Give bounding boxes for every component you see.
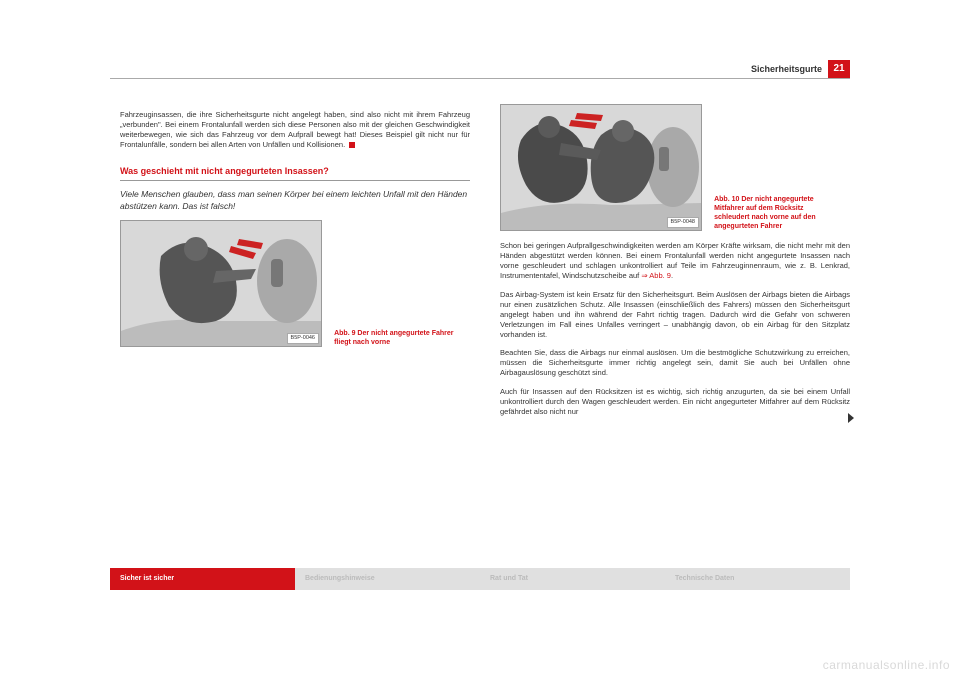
figure-9-image: B5P-0046 bbox=[120, 220, 322, 347]
header-rule bbox=[110, 78, 850, 79]
header-section-title: Sicherheitsgurte bbox=[751, 64, 822, 74]
figure-10: B5P-0048 Abb. 10 Der nicht angegurtete M… bbox=[500, 104, 850, 231]
watermark: carmanualsonline.info bbox=[823, 658, 950, 672]
intro-text: Fahrzeuginsassen, die ihre Sicherheitsgu… bbox=[120, 110, 470, 149]
right-para-1a: Schon bei geringen Aufprallgeschwindigke… bbox=[500, 241, 850, 280]
figure-10-caption: Abb. 10 Der nicht angegurtete Mitfahrer … bbox=[714, 195, 834, 231]
footer-tab-bedienung[interactable]: Bedienungshinweise bbox=[295, 568, 480, 590]
continuation-arrow-icon bbox=[848, 413, 854, 423]
footer-tabs: Sicher ist sicher Bedienungshinweise Rat… bbox=[110, 568, 850, 590]
figure-10-image: B5P-0048 bbox=[500, 104, 702, 231]
figure-9-label: B5P-0046 bbox=[287, 333, 319, 344]
intro-paragraph: Fahrzeuginsassen, die ihre Sicherheitsgu… bbox=[120, 110, 470, 151]
right-para-3: Beachten Sie, dass die Airbags nur einma… bbox=[500, 348, 850, 378]
section-subheading: Viele Menschen glauben, dass man seinen … bbox=[120, 189, 470, 213]
right-para-1: Schon bei geringen Aufprallgeschwindigke… bbox=[500, 241, 850, 282]
footer-tab-rat[interactable]: Rat und Tat bbox=[480, 568, 665, 590]
right-para-2: Das Airbag-System ist kein Ersatz für de… bbox=[500, 290, 850, 341]
crossref-abb9: ⇒ Abb. 9 bbox=[641, 271, 671, 280]
right-para-4-text: Auch für Insassen auf den Rücksitzen ist… bbox=[500, 387, 850, 416]
footer-tab-sicher[interactable]: Sicher ist sicher bbox=[110, 568, 295, 590]
footer-tab-technische[interactable]: Technische Daten bbox=[665, 568, 850, 590]
right-column: B5P-0048 Abb. 10 Der nicht angegurtete M… bbox=[500, 110, 850, 425]
end-marker-icon bbox=[349, 142, 355, 148]
figure-9: B5P-0046 Abb. 9 Der nicht angegurtete Fa… bbox=[120, 220, 470, 347]
figure-9-caption: Abb. 9 Der nicht angegurtete Fahrer flie… bbox=[334, 329, 454, 347]
page: Sicherheitsgurte 21 Fahrzeuginsassen, di… bbox=[110, 70, 850, 590]
left-column: Fahrzeuginsassen, die ihre Sicherheitsgu… bbox=[120, 110, 470, 357]
figure-10-label: B5P-0048 bbox=[667, 217, 699, 228]
page-number: 21 bbox=[828, 60, 850, 78]
right-para-1c: . bbox=[671, 271, 673, 280]
right-para-4: Auch für Insassen auf den Rücksitzen ist… bbox=[500, 387, 850, 417]
section-heading: Was geschieht mit nicht angegurteten Ins… bbox=[120, 165, 470, 181]
